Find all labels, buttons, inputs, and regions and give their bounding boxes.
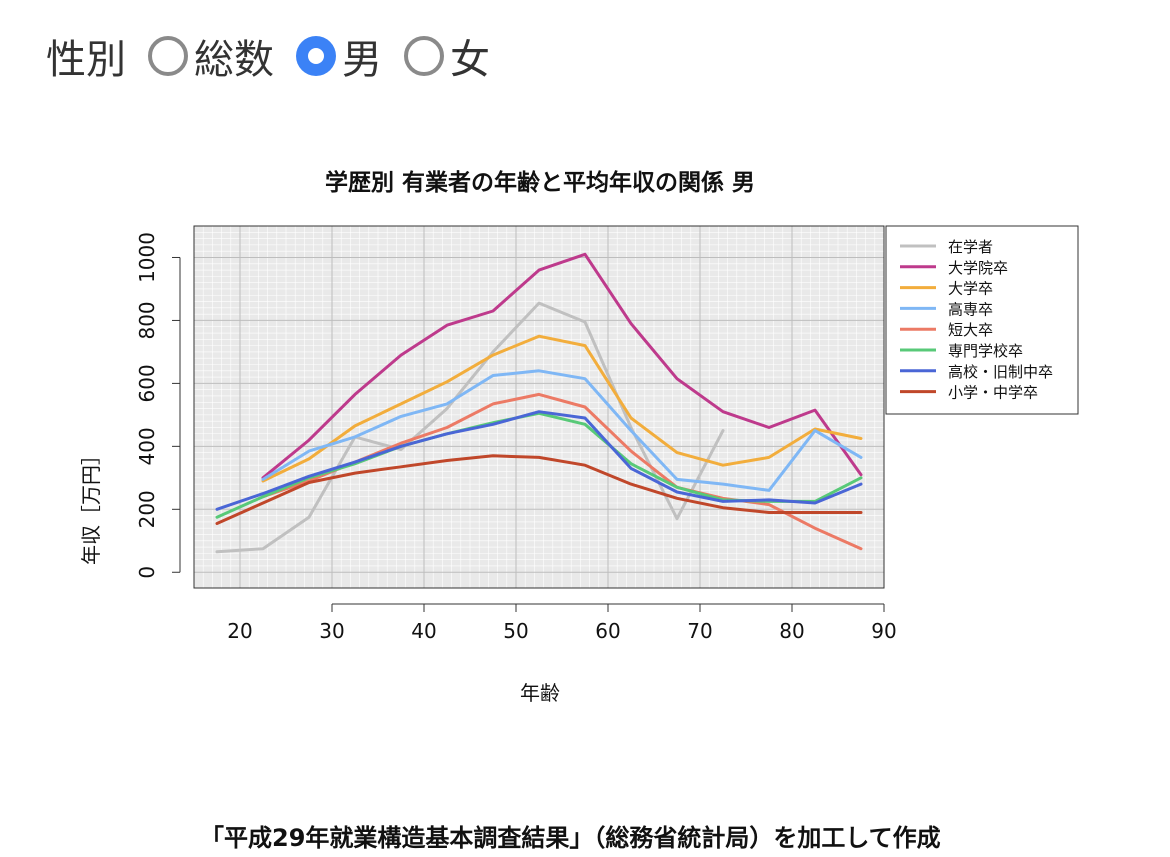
legend-label: 大学院卒	[948, 259, 1008, 277]
line-chart: 学歴別 有業者の年齢と平均年収の関係 男 20 30 40 50 60 70 80 90 0 20…	[79, 169, 1079, 705]
x-tick-label: 40	[411, 619, 436, 643]
x-tick-label: 90	[871, 619, 896, 643]
radio-option-male[interactable]: 男	[296, 27, 382, 85]
y-tick-label: 0	[135, 566, 159, 579]
legend-box	[885, 225, 1079, 415]
series-line	[261, 334, 863, 483]
gender-selector: 性別 総数 男 女	[46, 26, 512, 86]
radio-option-female[interactable]: 女	[404, 27, 490, 85]
x-tick-label: 20	[227, 619, 252, 643]
gender-label: 性別	[46, 37, 126, 83]
radio-male-label[interactable]: 男	[342, 37, 382, 83]
legend-label: 小学・中学卒	[948, 384, 1038, 402]
series-line	[261, 369, 863, 492]
series-line	[215, 410, 863, 511]
legend-label: 高専卒	[948, 300, 993, 318]
chart-title: 学歴別 有業者の年齢と平均年収の関係 男	[325, 169, 755, 196]
x-axis-label: 年齢	[520, 681, 560, 705]
y-tick-label: 600	[135, 364, 159, 402]
radio-option-total[interactable]: 総数	[148, 27, 274, 85]
series-line	[215, 301, 725, 554]
y-tick-label: 1000	[135, 232, 159, 283]
source-caption: 「平成29年就業構造基本調査結果」（総務省統計局）を加工して作成	[200, 824, 941, 852]
x-tick-label: 70	[687, 619, 712, 643]
y-tick-label: 800	[135, 301, 159, 339]
plot-area	[194, 226, 884, 588]
legend-label: 短大卒	[948, 321, 993, 339]
radio-female-label[interactable]: 女	[450, 37, 490, 83]
x-tick-label: 30	[319, 619, 344, 643]
legend-label: 大学卒	[948, 280, 993, 298]
radio-total-label[interactable]: 総数	[194, 37, 274, 83]
y-tick-label: 400	[135, 427, 159, 465]
plot-border	[193, 225, 885, 589]
series-line	[215, 454, 863, 525]
radio-male-icon[interactable]	[296, 36, 336, 76]
series-line	[261, 252, 863, 480]
x-tick-label: 60	[595, 619, 620, 643]
legend-label: 専門学校卒	[948, 342, 1023, 360]
radio-female-icon[interactable]	[404, 36, 444, 76]
x-tick-label: 50	[503, 619, 528, 643]
radio-total-icon[interactable]	[148, 36, 188, 76]
y-tick-label: 200	[135, 490, 159, 528]
legend-label: 高校・旧制中卒	[948, 363, 1053, 381]
legend-label: 在学者	[948, 238, 993, 256]
y-axis-label: 年収［万円］	[79, 445, 103, 565]
x-tick-label: 80	[779, 619, 804, 643]
